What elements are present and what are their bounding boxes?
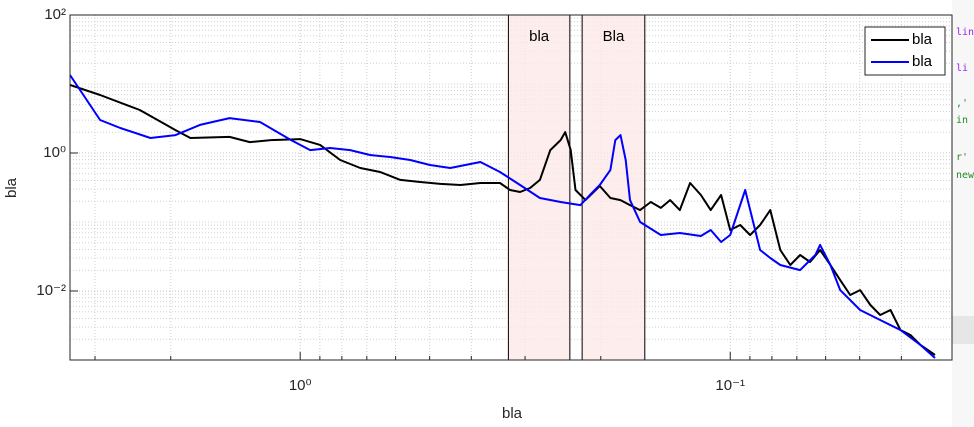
y-tick-label: 10⁰: [43, 144, 66, 161]
editor-fragment: in: [956, 115, 968, 126]
legend-label: bla: [912, 31, 933, 48]
y-tick-label: 10⁻²: [36, 282, 66, 299]
legend: bla bla: [864, 26, 946, 76]
legend-label: bla: [912, 53, 933, 70]
editor-fragment: lin: [956, 27, 974, 38]
lines: [70, 74, 936, 359]
y-axis-label: bla: [3, 177, 20, 198]
x-tick-label: 10⁰: [289, 377, 312, 394]
editor-fragment: r': [956, 152, 968, 163]
region: [508, 15, 570, 360]
region-label: bla: [529, 28, 550, 45]
ticks: 10⁰ 10⁻¹ 10⁻² 10⁰ 10²: [36, 6, 902, 394]
axes-box: [69, 14, 953, 361]
editor-scroll: [952, 316, 974, 344]
x-axis-label: bla: [502, 405, 523, 422]
region: [582, 15, 645, 360]
series-line: [70, 74, 936, 359]
editor-fragment: new: [956, 170, 974, 181]
editor-fragment: ,': [956, 98, 968, 109]
y-tick-label: 10²: [44, 6, 66, 23]
editor-fragment: li: [956, 63, 968, 74]
editor-fragments: lin li ,' in r' new: [956, 27, 974, 181]
x-tick-label: 10⁻¹: [715, 377, 745, 394]
region-label: Bla: [603, 28, 625, 45]
legend-box: [864, 26, 946, 76]
regions: bla Bla: [507, 15, 646, 360]
